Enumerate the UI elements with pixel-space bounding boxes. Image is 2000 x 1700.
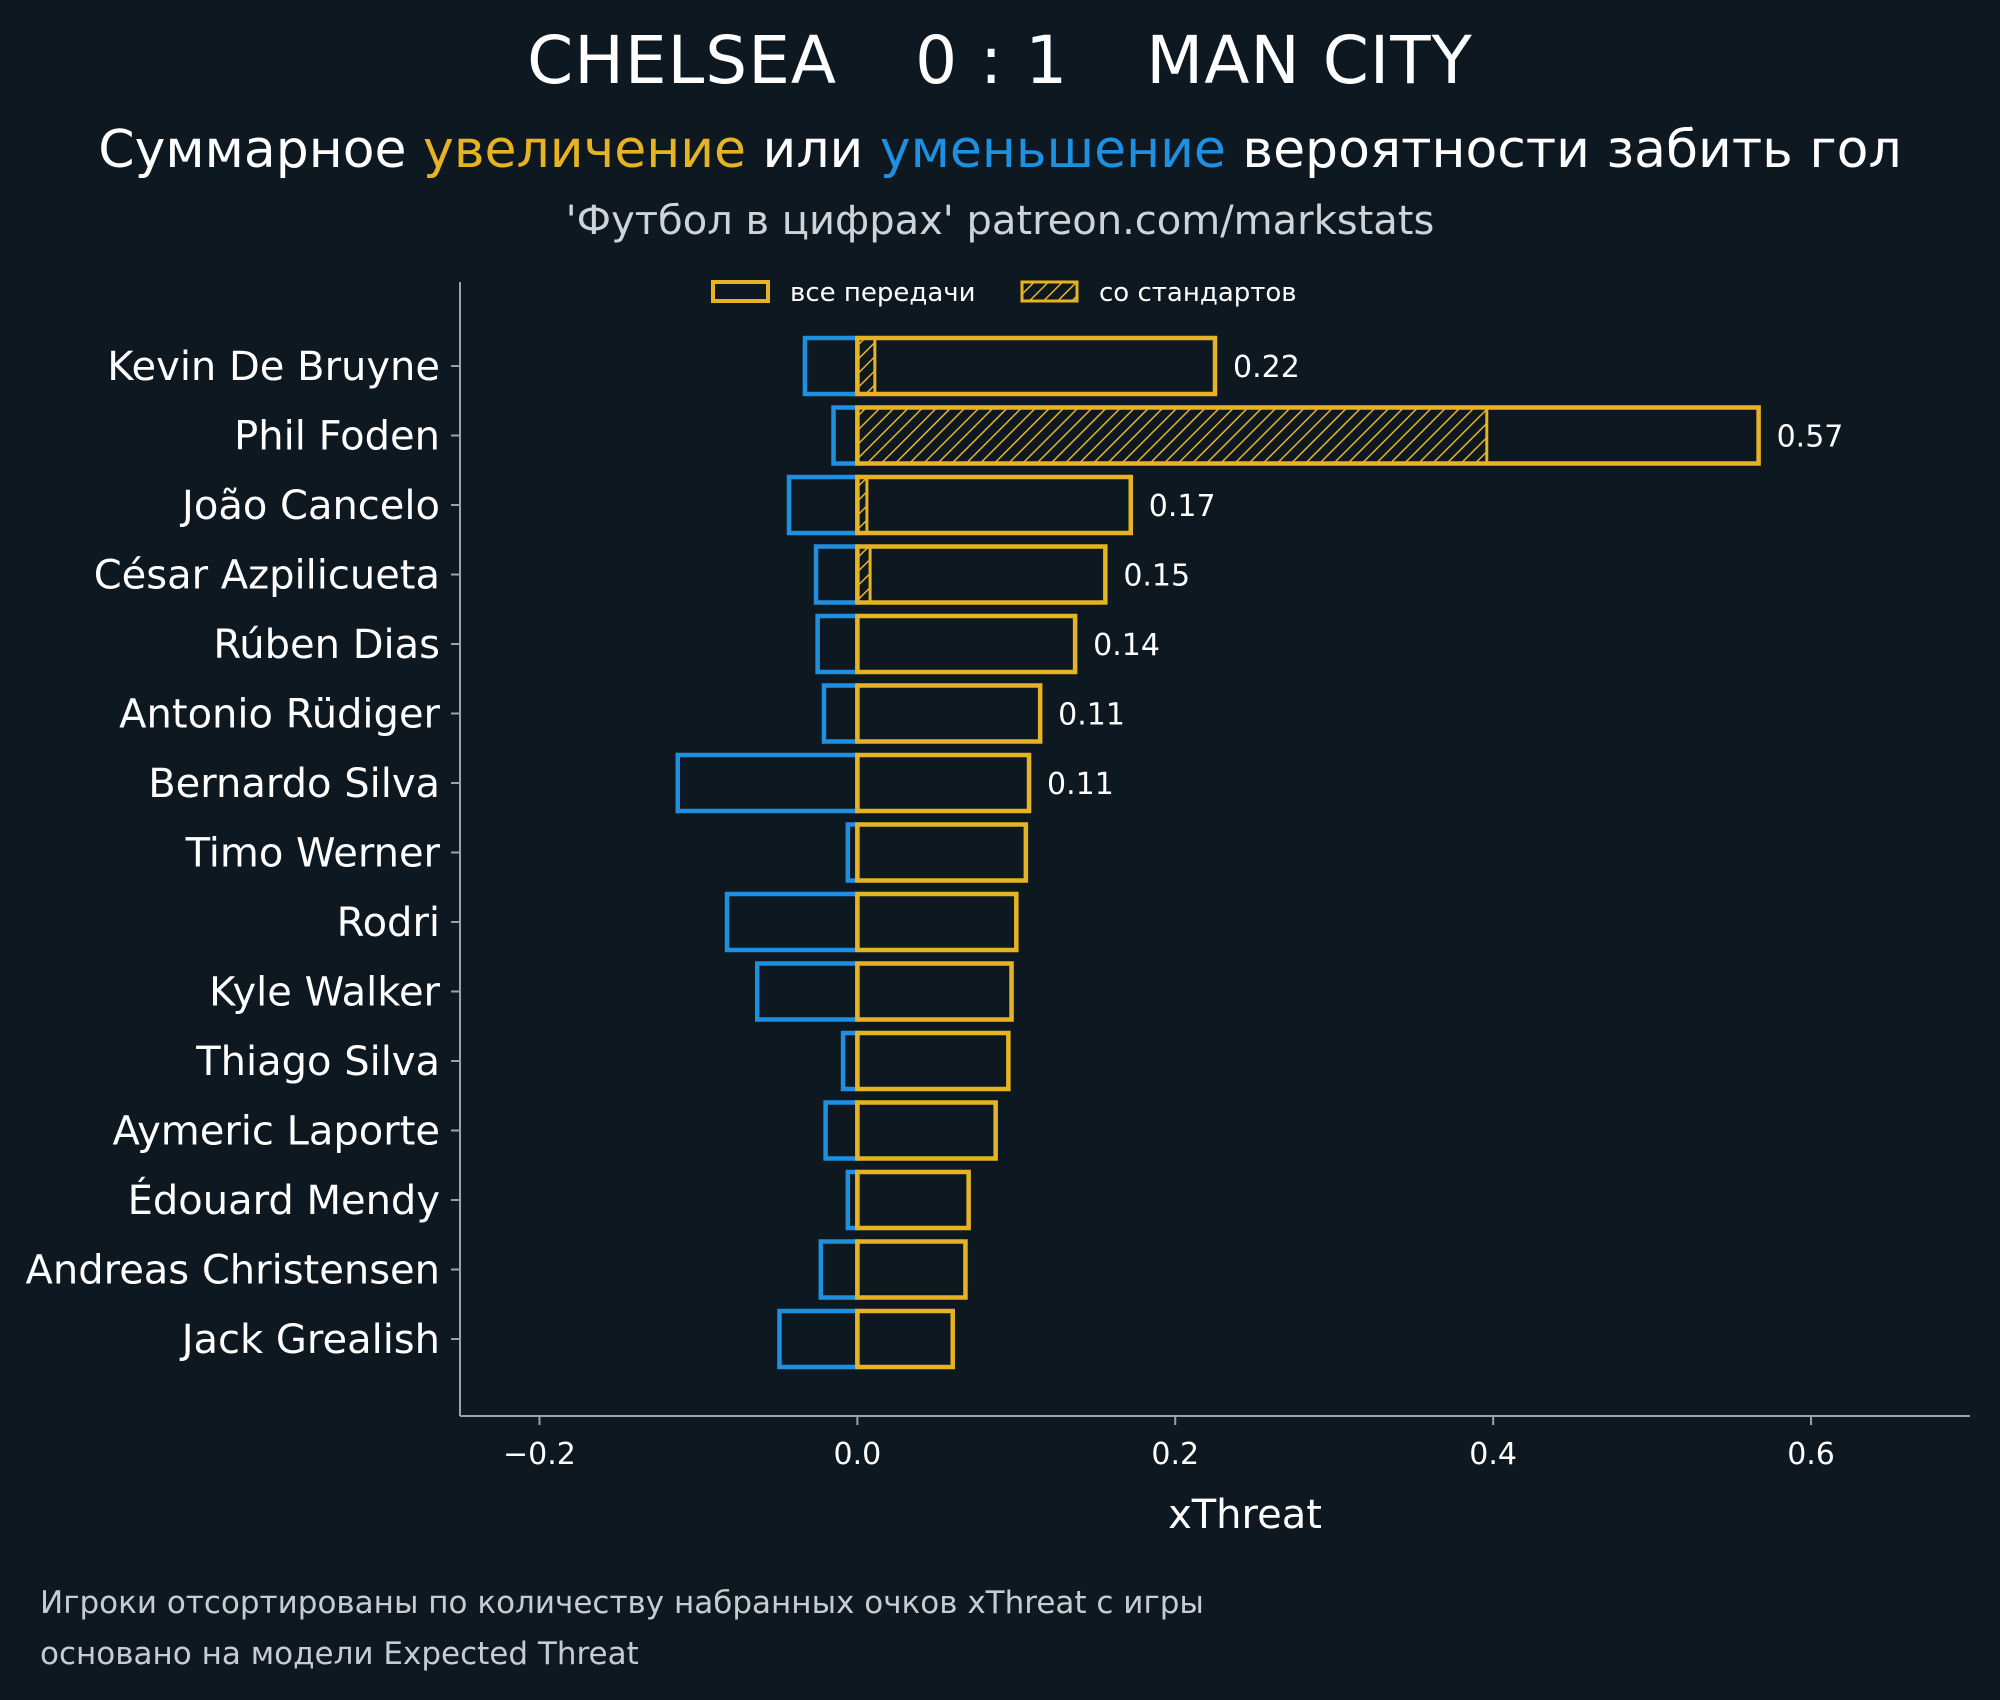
x-tick-label: 0.4	[1469, 1437, 1517, 1472]
bar-value-label: 0.15	[1123, 559, 1190, 594]
subtitle-text-2: или	[746, 120, 880, 180]
increase-bar	[855, 474, 1134, 536]
set-piece-bar	[855, 336, 877, 396]
bar-value-label: 0.17	[1149, 489, 1216, 524]
away-team: MAN CITY	[1146, 22, 1473, 99]
increase-bar	[855, 1308, 955, 1370]
subtitle-text-1: Суммарное	[98, 120, 424, 180]
decrease-bar	[821, 683, 860, 744]
player-label: Rúben Dias	[213, 622, 440, 668]
bar-value-label: 0.11	[1047, 767, 1114, 802]
increase-bar	[855, 1030, 1011, 1092]
source-credit: 'Футбол в цифрах' patreon.com/markstats	[565, 198, 1435, 244]
player-label: Rodri	[337, 900, 440, 946]
x-axis-title: xThreat	[1168, 1492, 1322, 1538]
footer-note-1: Игроки отсортированы по количеству набра…	[40, 1585, 1204, 1621]
x-tick-label: 0.0	[834, 1437, 882, 1472]
legend-label-set-pieces: со стандартов	[1099, 278, 1297, 308]
chart-legend: все передачи со стандартов	[711, 278, 1297, 308]
increase-bar	[855, 544, 1108, 605]
bar-value-label: 0.57	[1777, 420, 1844, 455]
increase-bar	[855, 1169, 971, 1231]
set-piece-bar	[855, 406, 1489, 465]
x-tick-label: −0.2	[503, 1437, 576, 1472]
x-tick-label: 0.6	[1787, 1437, 1835, 1472]
bar-value-label: 0.22	[1233, 350, 1300, 385]
chart-subtitle: Суммарное увеличение или уменьшение веро…	[0, 120, 2000, 180]
subtitle-increase: увеличение	[423, 120, 746, 180]
player-label: Andreas Christensen	[26, 1248, 440, 1294]
decrease-bar	[802, 335, 860, 397]
increase-bar	[855, 961, 1014, 1022]
player-label: Aymeric Laporte	[112, 1109, 440, 1155]
bar-value-label: 0.14	[1093, 628, 1160, 663]
decrease-bar	[818, 1239, 860, 1300]
increase-bar	[855, 335, 1218, 397]
increase-bar	[855, 683, 1043, 744]
home-team: CHELSEA	[527, 22, 838, 99]
decrease-bar	[813, 544, 860, 605]
match-score: 0 : 1	[915, 22, 1069, 99]
legend-swatch-set-pieces	[1020, 280, 1079, 303]
player-label: Édouard Mendy	[128, 1176, 440, 1224]
footer-note-2: основано на модели Expected Threat	[40, 1636, 639, 1672]
player-label: Thiago Silva	[195, 1039, 440, 1085]
player-label: Kyle Walker	[209, 970, 440, 1016]
decrease-bar	[823, 1100, 860, 1161]
increase-bar	[855, 891, 1019, 953]
decrease-bar	[724, 891, 860, 953]
decrease-bar	[777, 1308, 860, 1370]
player-label: Antonio Rüdiger	[119, 692, 440, 738]
decrease-bar	[675, 752, 860, 814]
x-tick-label: 0.2	[1151, 1437, 1199, 1472]
increase-bar	[855, 752, 1032, 814]
decrease-bar	[815, 613, 860, 675]
player-label: Jack Grealish	[179, 1317, 440, 1363]
increase-bar	[855, 1239, 968, 1300]
player-label: Timo Werner	[185, 831, 441, 877]
decrease-bar	[786, 474, 860, 536]
player-label: Kevin De Bruyne	[107, 344, 440, 390]
player-label: César Azpilicueta	[94, 553, 440, 599]
decrease-bar	[831, 405, 860, 466]
increase-bar	[855, 1100, 998, 1161]
player-label: Phil Foden	[234, 414, 440, 460]
increase-bar	[855, 613, 1078, 675]
legend-swatch-all-passes	[711, 280, 770, 303]
increase-bar	[855, 822, 1029, 883]
increase-bar	[855, 405, 1761, 466]
subtitle-text-3: вероятности забить гол	[1225, 120, 1902, 180]
match-title: CHELSEA 0 : 1 MAN CITY	[0, 22, 2000, 99]
decrease-bar	[754, 961, 860, 1022]
player-label: Bernardo Silva	[148, 761, 440, 807]
player-label: João Cancelo	[179, 483, 440, 529]
subtitle-decrease: уменьшение	[879, 120, 1226, 180]
bar-value-label: 0.11	[1058, 698, 1125, 733]
legend-label-all-passes: все передачи	[790, 278, 976, 308]
